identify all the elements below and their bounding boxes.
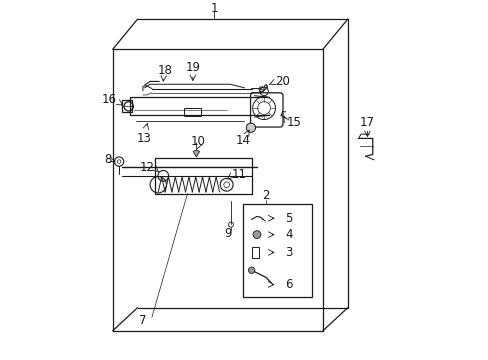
Text: 6: 6: [285, 278, 292, 291]
Text: 1: 1: [210, 2, 218, 15]
Text: 17: 17: [359, 116, 374, 129]
Bar: [155, 158, 251, 194]
Text: 19: 19: [185, 61, 200, 75]
Text: 10: 10: [190, 135, 205, 148]
Text: 8: 8: [103, 153, 111, 166]
Text: 4: 4: [285, 228, 292, 241]
Text: 2: 2: [262, 189, 269, 202]
Circle shape: [252, 231, 261, 239]
Bar: [242, 204, 311, 297]
Text: 3: 3: [285, 246, 292, 259]
Text: 12: 12: [140, 161, 154, 174]
Bar: [183, 108, 201, 116]
Text: 18: 18: [157, 64, 172, 77]
Text: 9: 9: [224, 228, 232, 240]
Text: 5: 5: [285, 212, 292, 225]
Circle shape: [248, 267, 254, 274]
Wedge shape: [193, 150, 199, 157]
Bar: [122, 100, 132, 112]
Text: 14: 14: [235, 134, 250, 147]
Circle shape: [246, 123, 255, 132]
Text: 20: 20: [275, 75, 290, 88]
Text: 11: 11: [232, 168, 246, 181]
Text: 15: 15: [285, 116, 301, 129]
Text: 13: 13: [136, 132, 151, 145]
Bar: [251, 247, 259, 258]
Text: 16: 16: [101, 94, 116, 107]
Text: 7: 7: [139, 314, 146, 327]
